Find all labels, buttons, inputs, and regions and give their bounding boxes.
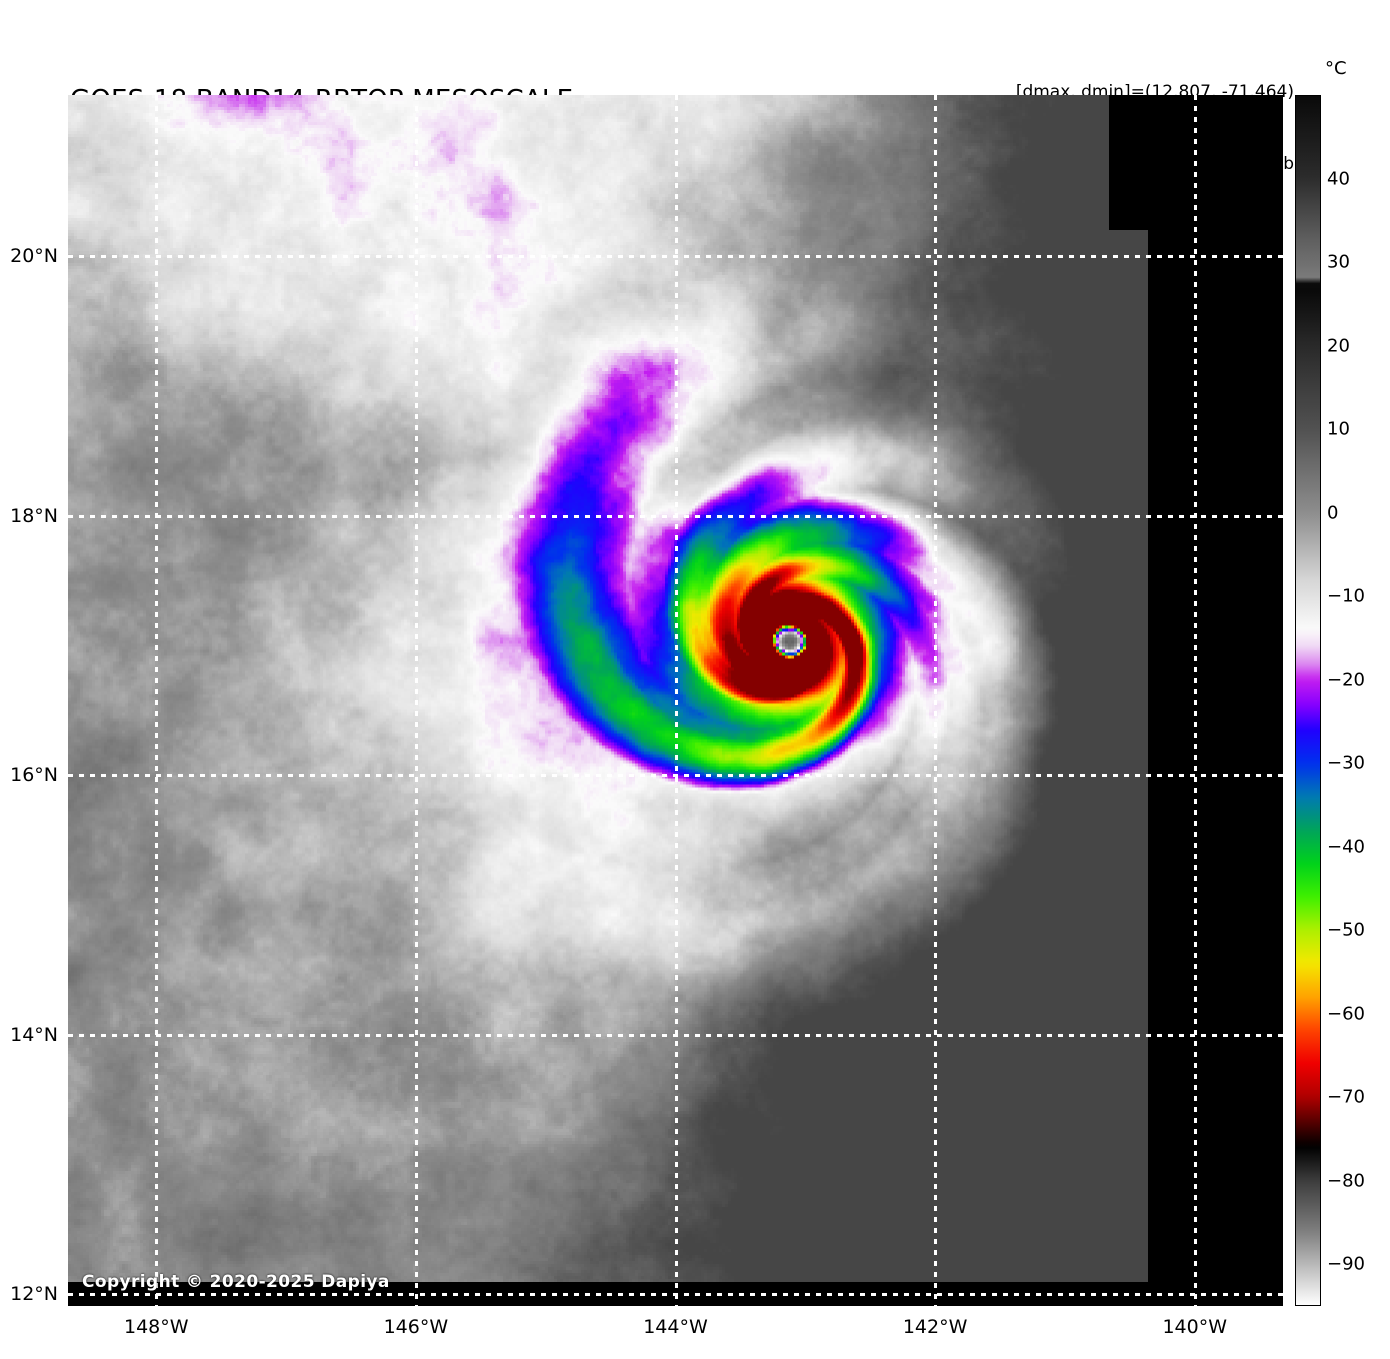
colorbar-tick-11: −70 xyxy=(1327,1086,1365,1108)
colorbar-tick-9: −50 xyxy=(1327,919,1365,941)
longitude-tick-4: 140°W xyxy=(1162,1316,1227,1338)
colorbar-tick-5: −10 xyxy=(1327,585,1365,607)
latitude-tick-3: 14°N xyxy=(10,1023,58,1046)
longitude-tick-3: 142°W xyxy=(902,1316,968,1338)
latitude-tick-0: 20°N xyxy=(10,244,58,267)
colorbar-tick-10: −60 xyxy=(1327,1003,1365,1025)
colorbar[interactable] xyxy=(1295,95,1321,1306)
latitude-axis: 20°N 18°N 16°N 14°N 12°N xyxy=(0,0,68,1359)
colorbar-tick-13: −90 xyxy=(1327,1253,1365,1275)
longitude-tick-1: 146°W xyxy=(383,1316,449,1338)
colorbar-tick-12: −80 xyxy=(1327,1170,1365,1192)
colorbar-tick-6: −20 xyxy=(1327,669,1365,691)
latitude-tick-1: 18°N xyxy=(10,504,58,527)
colorbar-unit-label: °C xyxy=(1325,58,1347,79)
latitude-tick-4: 12°N xyxy=(10,1283,58,1306)
colorbar-tick-4: 0 xyxy=(1327,502,1339,524)
colorbar-tick-7: −30 xyxy=(1327,752,1365,774)
colorbar-tick-1: 30 xyxy=(1327,251,1350,273)
longitude-tick-0: 148°W xyxy=(123,1316,189,1338)
longitude-tick-2: 144°W xyxy=(643,1316,708,1338)
colorbar-tick-2: 20 xyxy=(1327,335,1350,357)
satellite-image-panel[interactable]: Copyright © 2020-2025 Dapiya xyxy=(68,95,1283,1306)
latitude-tick-2: 16°N xyxy=(10,764,58,787)
colorbar-gradient xyxy=(1296,96,1320,1305)
copyright-notice: Copyright © 2020-2025 Dapiya xyxy=(82,1272,390,1292)
colorbar-tick-0: 40 xyxy=(1327,168,1350,190)
colorbar-tick-labels: 40 30 20 10 0 −10 −20 −30 −40 −50 −60 −70 −80 −90 xyxy=(1327,95,1387,1306)
colorbar-tick-8: −40 xyxy=(1327,836,1365,858)
colorbar-tick-3: 10 xyxy=(1327,418,1350,440)
